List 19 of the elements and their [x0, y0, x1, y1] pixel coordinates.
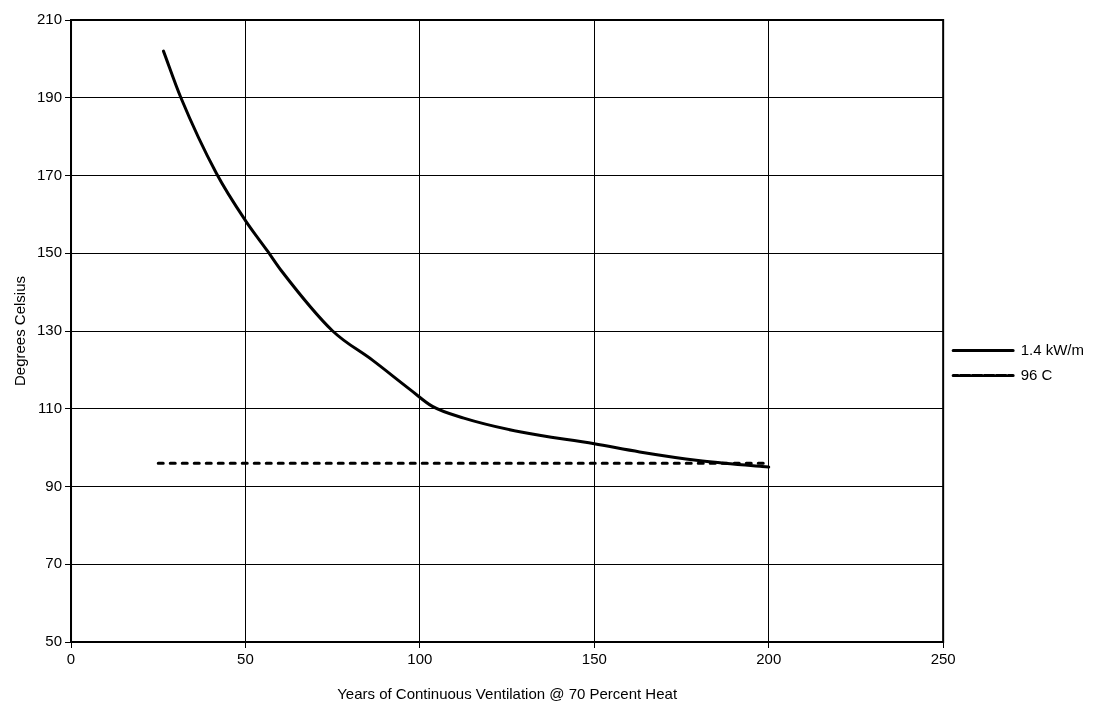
- x-tick-label: 50: [237, 650, 254, 668]
- x-tick-label: 150: [581, 650, 607, 668]
- y-axis-title: Degrees Celsius: [11, 275, 29, 387]
- y-tick-label: 50: [45, 632, 63, 650]
- y-tick-label: 130: [37, 321, 63, 339]
- x-tick-label: 200: [756, 650, 782, 668]
- y-tick-label: 210: [37, 10, 63, 28]
- y-tick-label: 110: [38, 398, 63, 416]
- x-tick-label: 0: [66, 650, 76, 668]
- legend-label: 96 C: [1020, 365, 1053, 383]
- y-tick-label: 90: [45, 476, 63, 494]
- legend-label: 1.4 kW/m: [1020, 340, 1084, 358]
- y-tick-label: 70: [45, 554, 63, 572]
- x-tick-label: 250: [930, 650, 956, 668]
- y-tick-label: 190: [37, 87, 63, 105]
- x-tick-label: 100: [407, 650, 433, 668]
- x-axis-title: Years of Continuous Ventilation @ 70 Percent Heat: [337, 685, 678, 703]
- y-tick-label: 150: [37, 243, 63, 261]
- y-tick-label: 170: [37, 165, 63, 183]
